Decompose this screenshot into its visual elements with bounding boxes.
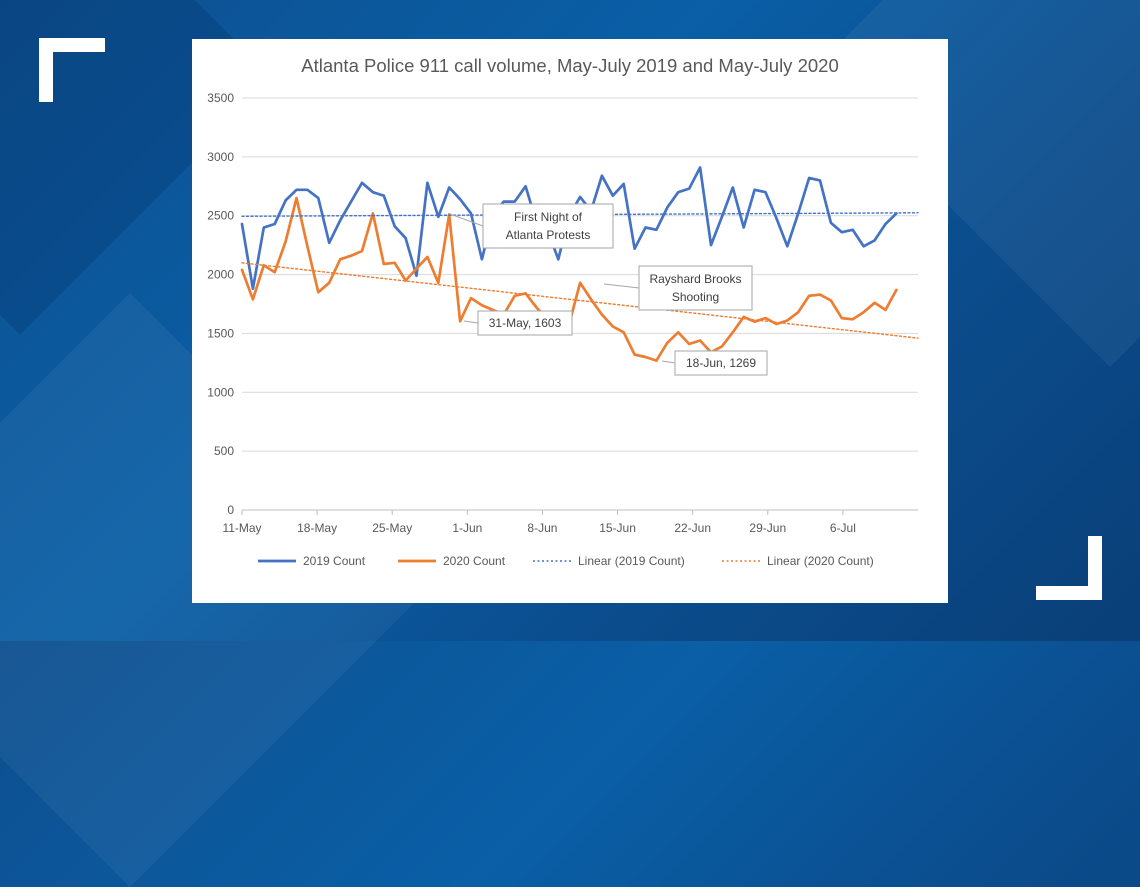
annotation-leader: [661, 360, 676, 364]
annotation-31-may-text: 31-May, 1603: [489, 316, 562, 330]
y-tick-label: 1500: [207, 326, 234, 340]
legend-2019-count-label: 2019 Count: [303, 554, 366, 568]
y-tick-label: 3000: [207, 150, 234, 164]
trendline-2020: [241, 262, 919, 339]
legend-linear-2019-label: Linear (2019 Count): [578, 554, 685, 568]
annotation-18-jun-box: [674, 350, 768, 376]
annotation-31-may-box: [477, 310, 573, 336]
annotation-leader: [603, 283, 640, 289]
x-tick-label: 22-Jun: [674, 521, 711, 535]
corner-bracket-top-left: [39, 38, 105, 52]
y-tick-label: 0: [227, 503, 234, 517]
annotation-first-night-of-protests-text: First Night of: [514, 210, 583, 224]
annotation-first-night-of-protests-box: [482, 203, 614, 249]
annotation-leader: [463, 320, 479, 324]
annotation-leader: [449, 213, 484, 227]
annotation-rayshard-brooks-shooting-box: [638, 265, 753, 311]
y-tick-label: 1000: [207, 385, 234, 399]
x-tick-label: 25-May: [372, 521, 412, 535]
x-tick-label: 6-Jul: [830, 521, 856, 535]
legend-linear-2020-label: Linear (2020 Count): [767, 554, 874, 568]
corner-bracket-top-left: [39, 38, 53, 102]
annotation-first-night-of-protests-text: Atlanta Protests: [506, 228, 591, 242]
annotation-rayshard-brooks-shooting-text: Shooting: [672, 290, 719, 304]
line-chart: Atlanta Police 911 call volume, May-July…: [207, 55, 919, 568]
corner-bracket-bottom-right: [1088, 536, 1102, 600]
annotation-18-jun-text: 18-Jun, 1269: [686, 356, 756, 370]
chart-title: Atlanta Police 911 call volume, May-July…: [301, 55, 838, 76]
chart-card: Atlanta Police 911 call volume, May-July…: [192, 39, 948, 603]
annotation-rayshard-brooks-shooting-text: Rayshard Brooks: [649, 272, 741, 286]
y-tick-label: 2500: [207, 209, 234, 223]
x-tick-label: 11-May: [222, 521, 261, 535]
y-tick-label: 500: [214, 444, 234, 458]
x-tick-label: 15-Jun: [599, 521, 636, 535]
x-tick-label: 8-Jun: [527, 521, 557, 535]
legend-2020-count-label: 2020 Count: [443, 554, 506, 568]
y-tick-label: 3500: [207, 91, 234, 105]
y-tick-label: 2000: [207, 268, 234, 282]
x-tick-label: 29-Jun: [749, 521, 786, 535]
x-tick-label: 18-May: [297, 521, 337, 535]
corner-bracket-bottom-right: [1036, 586, 1102, 600]
x-tick-label: 1-Jun: [452, 521, 482, 535]
